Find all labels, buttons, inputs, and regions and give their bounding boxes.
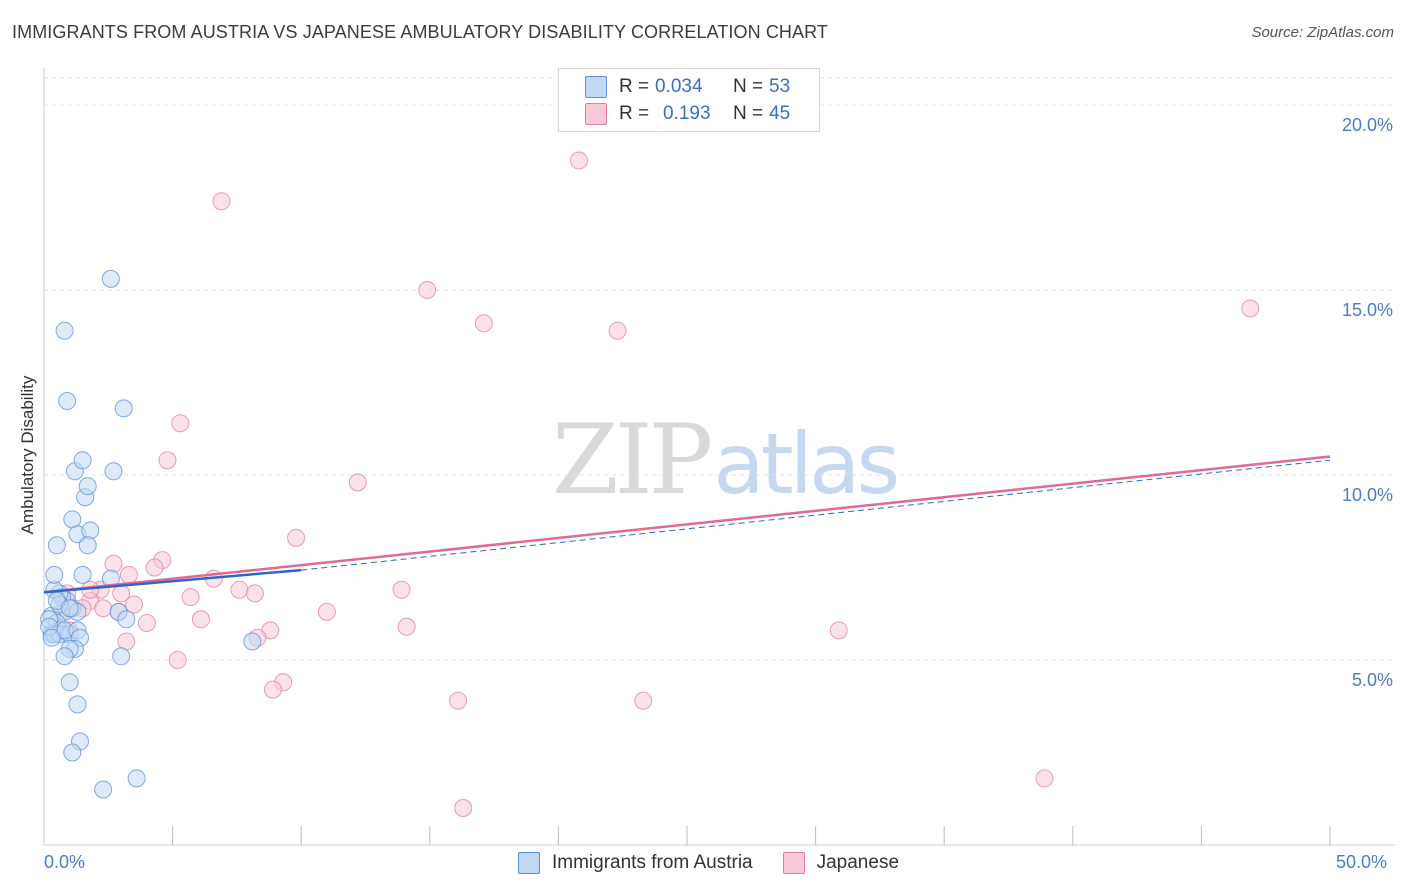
y-tick-label: 5.0%	[1352, 670, 1393, 690]
austria-point	[94, 780, 113, 799]
austria-points	[40, 269, 262, 799]
japanese-legend-icon	[782, 852, 805, 874]
legend-label-austria: Immigrants from Austria	[552, 852, 753, 873]
austria-point	[68, 695, 87, 714]
legend-n-label: N =	[733, 103, 764, 124]
austria-point	[73, 565, 92, 584]
correlation-legend: R = 0.034 N = 53 R = 0.193 N = 45	[558, 68, 820, 132]
austria-point	[127, 769, 146, 788]
austria-point	[117, 610, 136, 629]
austria-trend-extension	[301, 459, 1331, 571]
legend-item-austria[interactable]: Immigrants from Austria	[518, 852, 753, 874]
japanese-point	[263, 680, 282, 699]
austria-swatch-icon	[585, 76, 607, 98]
legend-item-japanese[interactable]: Japanese	[782, 852, 900, 874]
gridlines	[44, 77, 1395, 661]
austria-point	[112, 647, 131, 666]
japanese-point	[168, 651, 187, 669]
japanese-swatch-icon	[585, 103, 607, 125]
japanese-point	[125, 595, 144, 614]
japanese-point	[212, 192, 231, 211]
japanese-point	[245, 584, 264, 603]
austria-point	[60, 673, 79, 692]
austria-trendline	[43, 568, 302, 594]
austria-point	[63, 743, 82, 762]
legend-r-value: 0.193	[663, 103, 711, 124]
watermark: ZIPatlas	[552, 404, 900, 516]
austria-point	[47, 536, 66, 555]
japanese-point	[94, 599, 113, 618]
japanese-point	[145, 558, 164, 577]
japanese-point	[230, 580, 249, 599]
y-tick-label: 10.0%	[1342, 485, 1393, 505]
legend-n-label: N =	[733, 76, 764, 97]
japanese-point	[287, 528, 306, 547]
japanese-point	[474, 314, 493, 333]
series-legend: Immigrants from Austria Japanese	[518, 852, 929, 874]
japanese-point	[634, 691, 653, 710]
japanese-point	[348, 473, 367, 492]
japanese-point	[158, 451, 177, 470]
austria-point	[114, 399, 133, 418]
austria-point	[60, 599, 79, 618]
japanese-point	[104, 554, 123, 573]
austria-point	[101, 269, 120, 288]
japanese-point	[569, 151, 588, 170]
watermark-atlas: atlas	[713, 415, 900, 513]
austria-legend-icon	[518, 852, 540, 874]
trendlines	[43, 455, 1331, 594]
legend-r-value: 0.034	[655, 76, 703, 97]
legend-r-label: R =	[619, 103, 650, 124]
japanese-point	[418, 281, 437, 299]
japanese-point	[449, 691, 468, 710]
japanese-point	[454, 799, 473, 817]
y-tick-label: 15.0%	[1342, 300, 1393, 320]
japanese-point	[191, 610, 210, 629]
japanese-point	[171, 414, 190, 433]
japanese-point	[829, 621, 848, 640]
austria-point	[81, 521, 100, 540]
chart-title: IMMIGRANTS FROM AUSTRIA VS JAPANESE AMBU…	[12, 22, 829, 42]
austria-point	[55, 647, 74, 666]
japanese-point	[317, 602, 336, 621]
legend-row-austria: R = 0.034 N = 53	[585, 74, 790, 100]
legend-n-value: 45	[769, 103, 791, 124]
austria-point	[78, 536, 97, 555]
austria-point	[55, 321, 74, 340]
japanese-point	[1035, 769, 1054, 788]
watermark-zip: ZIP	[552, 404, 713, 516]
legend-n-value: 53	[769, 76, 791, 97]
y-tick-labels: 5.0% 10.0% 15.0% 20.0%	[1342, 115, 1393, 690]
austria-point	[78, 477, 97, 496]
y-tick-label: 20.0%	[1342, 115, 1393, 135]
japanese-point	[119, 565, 138, 584]
legend-label-japanese: Japanese	[816, 852, 900, 873]
austria-point	[243, 632, 262, 651]
legend-row-japanese: R = 0.193 N = 45	[585, 101, 790, 127]
japanese-point	[137, 614, 156, 632]
japanese-point	[1241, 299, 1260, 318]
japanese-point	[181, 588, 200, 607]
austria-point	[58, 392, 77, 410]
japanese-point	[392, 580, 411, 599]
austria-point	[73, 451, 92, 470]
japanese-point	[608, 321, 627, 340]
japanese-trendline	[43, 455, 1331, 594]
axes	[43, 68, 1395, 846]
x-axis-min-label: 0.0%	[44, 852, 86, 872]
x-axis-max-label: 50.0%	[1336, 852, 1388, 872]
source-label: Source: ZipAtlas.com	[1251, 24, 1394, 41]
austria-point	[42, 628, 61, 647]
legend-r-label: R =	[619, 76, 650, 97]
austria-point	[45, 565, 64, 584]
japanese-point	[397, 617, 416, 636]
austria-point	[104, 462, 123, 481]
